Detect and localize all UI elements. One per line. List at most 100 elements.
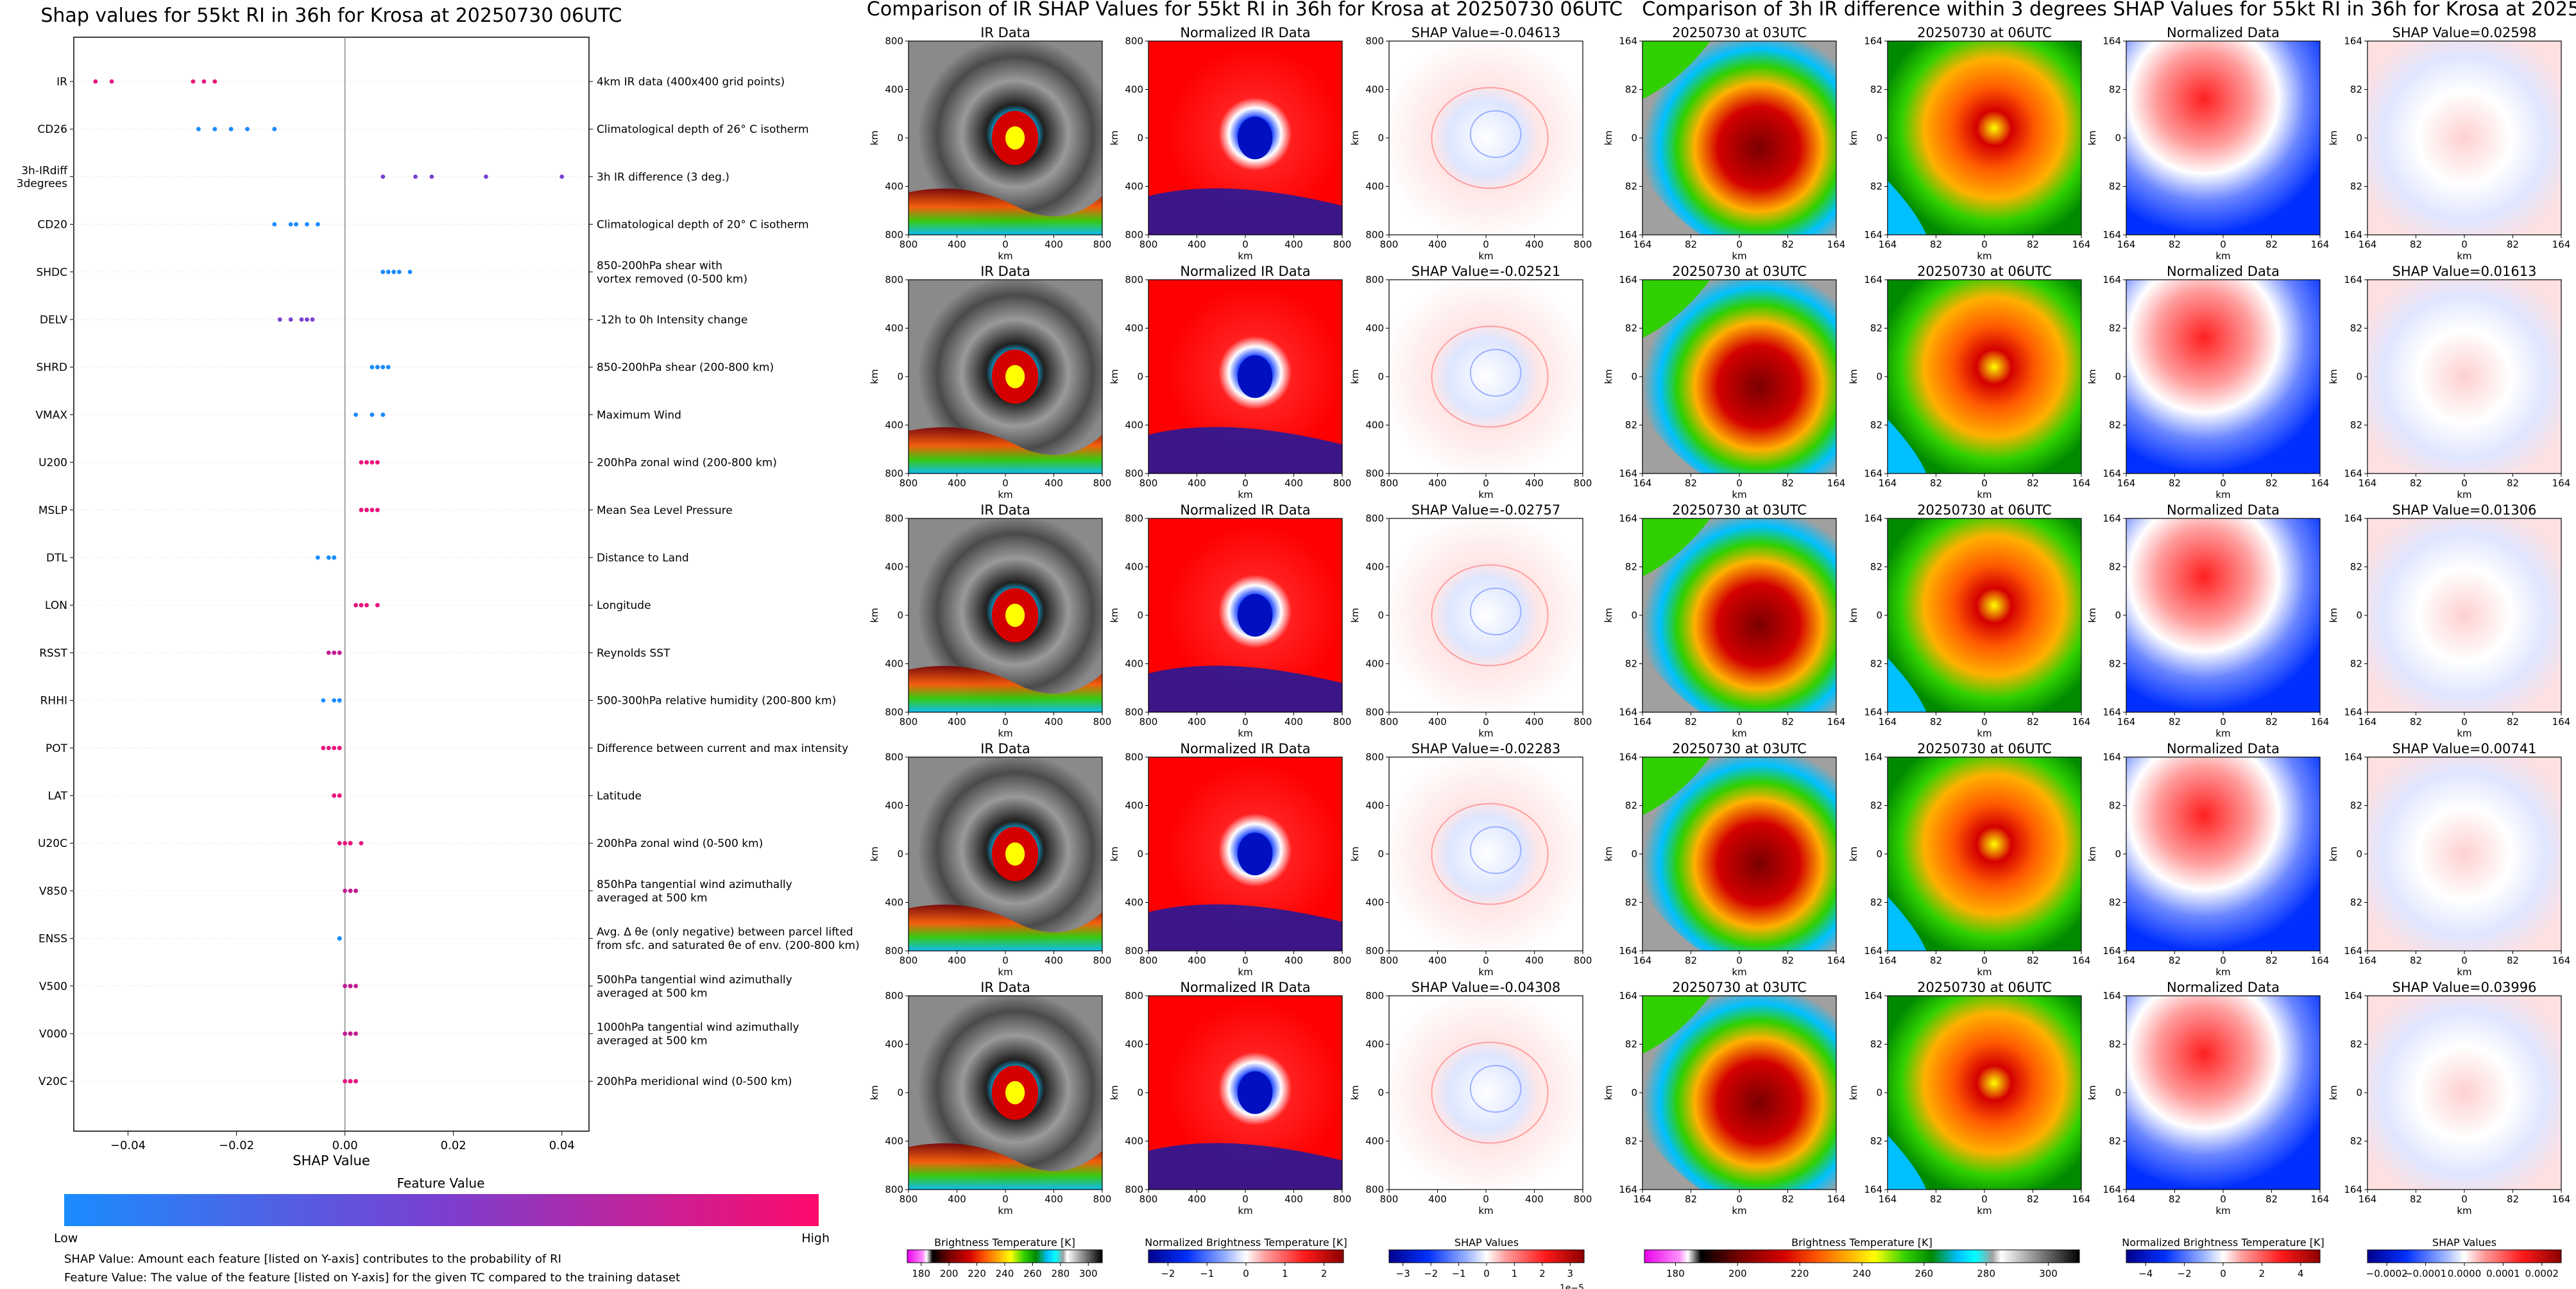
- y-tick-label: 800: [1125, 990, 1143, 1002]
- colorbar-high-label: High: [801, 1231, 830, 1245]
- x-tick-label: 0: [1736, 716, 1743, 728]
- panel-image: [2367, 996, 2561, 1190]
- y-tick-label: 800: [1125, 35, 1143, 47]
- colorbar-tick-label: −4: [2138, 1268, 2153, 1279]
- y-tick-label: 400: [1125, 897, 1143, 909]
- y-tick-label: 0: [2356, 371, 2362, 382]
- shap-point: [380, 413, 386, 417]
- x-tick-label: 400: [1045, 239, 1063, 250]
- x-tick-label: 164: [2117, 955, 2136, 966]
- x-tick-label: 0.00: [332, 1139, 358, 1152]
- panel-image: [2126, 518, 2320, 712]
- y-tick-label: 800: [1125, 229, 1143, 241]
- x-tick-label: 0: [1981, 716, 1988, 728]
- x-tick-label: 82: [2265, 239, 2278, 250]
- y-tick-label: 82: [1625, 897, 1637, 909]
- shap-point: [245, 126, 250, 132]
- feature-description-label: 850hPa tangential wind azimuthally: [597, 878, 792, 891]
- ir-shap-panel: [1388, 518, 1583, 713]
- irdiff-03utc-panel: [1642, 995, 1837, 1190]
- y-tick-label: 0: [2356, 848, 2362, 860]
- feature-name-label: U20C: [38, 837, 67, 850]
- x-tick-label: 164: [2117, 477, 2136, 489]
- x-axis-label: km: [2457, 489, 2471, 500]
- x-tick-label: 164: [1633, 239, 1652, 250]
- shap-point: [228, 126, 234, 132]
- x-tick-label: 400: [1188, 1193, 1206, 1205]
- ir-bt-colorbar: [907, 1249, 1103, 1263]
- x-tick-label: 800: [1139, 477, 1158, 489]
- colorbar-tick-label: 0: [1243, 1268, 1249, 1279]
- y-tick-label: 0: [2115, 610, 2121, 621]
- x-axis-label: km: [998, 489, 1012, 500]
- shap-point: [299, 317, 304, 322]
- y-tick-label: 400: [1365, 561, 1384, 573]
- cloud-band: [1888, 419, 1927, 474]
- y-axis-label: km: [1349, 1085, 1361, 1100]
- normalized-ir-panel: [1148, 518, 1343, 713]
- shap-point: [315, 222, 320, 226]
- x-axis-label: km: [1732, 728, 1746, 739]
- x-tick-label: 82: [1685, 716, 1697, 728]
- shap-point: [332, 746, 337, 751]
- shap-point: [288, 222, 293, 226]
- ir-data-title: IR Data: [980, 25, 1030, 40]
- x-tick-label: 0: [1483, 955, 1489, 966]
- shap-ring: [1469, 110, 1522, 158]
- irdiff-shap-value-title: SHAP Value=0.00741: [2393, 741, 2537, 756]
- cloud-band: [908, 665, 1102, 712]
- panel-image: [1888, 996, 2081, 1190]
- feature-name-label: SHDC: [36, 266, 67, 279]
- shap-point: [337, 698, 342, 703]
- y-tick-label: 82: [2109, 897, 2121, 909]
- clear-area: [1642, 415, 1701, 474]
- shap-point: [375, 508, 380, 513]
- irdiff-shap-panel: [2367, 279, 2562, 474]
- cloud-band: [1642, 280, 1710, 338]
- x-tick-label: 164: [2552, 1193, 2571, 1205]
- y-tick-label: 400: [1365, 800, 1384, 812]
- shap-point: [380, 269, 386, 275]
- irdiff-shap-panel: [2367, 518, 2562, 713]
- y-tick-label: 800: [1125, 1184, 1143, 1195]
- storm-core: [1237, 832, 1273, 876]
- irdiff-06utc-panel: [1887, 756, 2082, 952]
- shap-point: [359, 841, 364, 846]
- y-tick-label: 82: [2109, 1039, 2121, 1050]
- y-tick-label: 82: [1625, 323, 1637, 334]
- y-tick-label: 400: [1365, 897, 1384, 909]
- y-tick-label: 0: [1631, 1087, 1637, 1098]
- x-tick-label: 800: [1380, 1193, 1399, 1205]
- x-tick-label: 400: [948, 716, 966, 728]
- colorbar-low-label: Low: [54, 1231, 78, 1245]
- y-axis-label: km: [1349, 369, 1361, 384]
- y-axis-label: km: [2086, 846, 2098, 861]
- irdiff-column-title: Normalized Data: [2167, 980, 2280, 995]
- y-tick-label: 0: [897, 848, 903, 860]
- panel-image: [1888, 518, 2081, 712]
- irdiff-shap-panel: [2367, 40, 2562, 235]
- irdiff-bt-colorbar: [1644, 1249, 2080, 1263]
- irdiff-column-title: Normalized Data: [2167, 25, 2280, 40]
- y-tick-label: 82: [2109, 323, 2121, 334]
- y-axis-label: km: [1349, 130, 1361, 145]
- panel-image: [1888, 280, 2081, 474]
- storm-eye: [1005, 842, 1025, 866]
- panel-image: [1888, 757, 2081, 951]
- normalized-ir-panel: [1148, 279, 1343, 474]
- panel-image: [2126, 41, 2320, 235]
- feature-name-label: MSLP: [38, 504, 67, 517]
- y-tick-label: 400: [885, 897, 903, 909]
- ir-shap-panel: [1388, 40, 1583, 235]
- x-tick-label: 400: [1188, 955, 1206, 966]
- x-tick-label: 800: [1093, 239, 1112, 250]
- x-tick-label: 800: [1380, 477, 1399, 489]
- panel-image: [1389, 757, 1583, 951]
- x-tick-label: 800: [1139, 716, 1158, 728]
- y-tick-label: 800: [1125, 751, 1143, 763]
- y-tick-label: 164: [1619, 274, 1637, 286]
- shap-point: [343, 1031, 348, 1036]
- colorbar-tick-label: 280: [1052, 1268, 1070, 1279]
- x-axis-label: km: [1238, 250, 1252, 262]
- shap-point: [310, 317, 315, 322]
